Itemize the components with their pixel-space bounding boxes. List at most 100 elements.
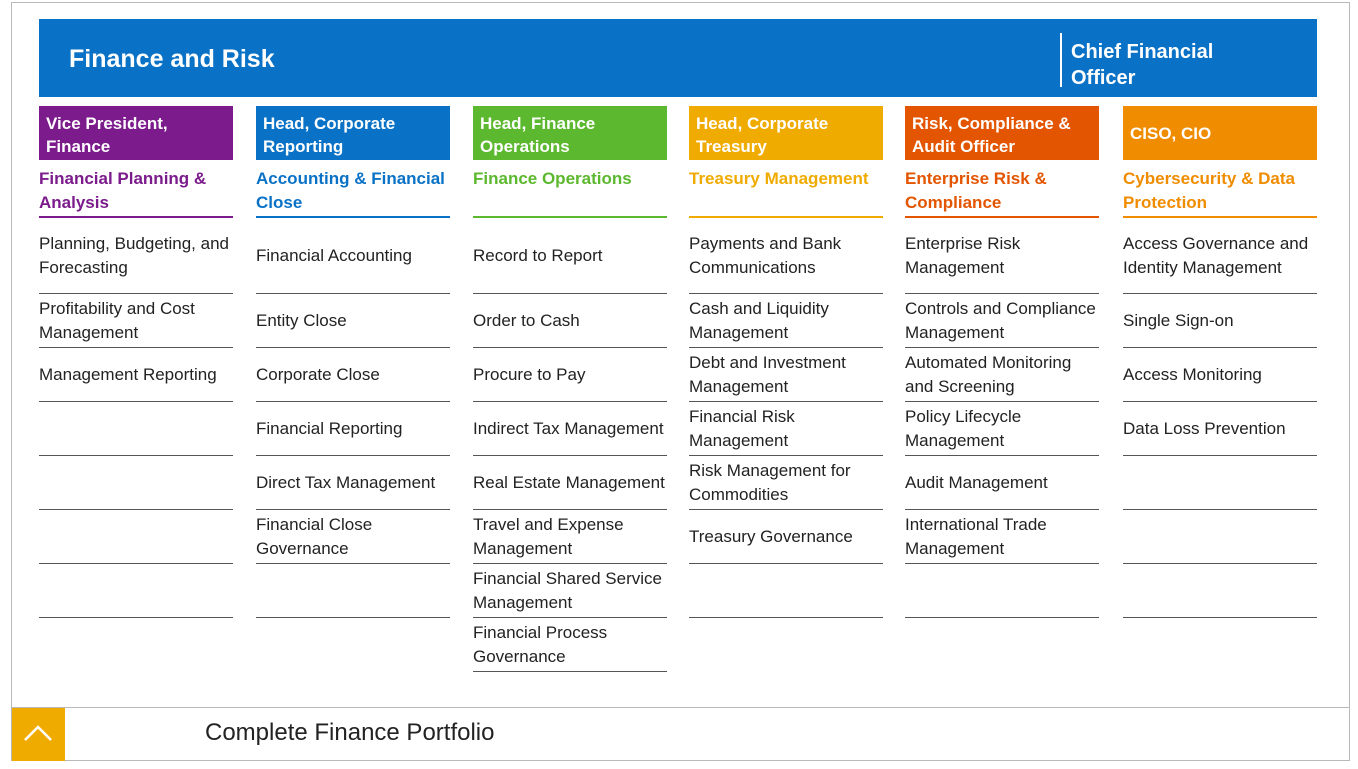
scroll-top-button[interactable] [12,708,65,761]
capability-label: Data Loss Prevention [1123,418,1286,438]
capability-item: International Trade Management [905,510,1099,564]
capability-label: Debt and Investment Management [689,352,846,396]
capability-label: Financial Reporting [256,418,403,438]
capability-item: Travel and Expense Management [473,510,667,564]
capability-item: Profitability and Cost Management [39,294,233,348]
capability-label: Automated Monitoring and Screening [905,352,1072,396]
footer-title: Complete Finance Portfolio [205,719,495,746]
capability-label: Corporate Close [256,364,380,384]
capability-label: Enterprise Risk Management [905,233,1021,277]
capability-label: Risk Management for Commodities [689,460,851,504]
column-role-header: Head, Corporate Treasury [689,106,883,160]
capability-label: Direct Tax Management [256,472,436,492]
capability-item: Controls and Compliance Management [905,294,1099,348]
capability-item: Entity Close [256,294,450,348]
capability-item [39,564,233,618]
column-category-title: Accounting & Financial Close [256,160,450,218]
capability-item: Cash and Liquidity Management [689,294,883,348]
capability-item: Policy Lifecycle Management [905,402,1099,456]
capability-item: Payments and Bank Communications [689,218,883,294]
capability-item: Financial Close Governance [256,510,450,564]
capability-item: Audit Management [905,456,1099,510]
capability-item: Single Sign-on [1123,294,1317,348]
chevron-up-icon [24,725,52,741]
capability-label: Financial Accounting [256,245,412,265]
footer-divider [12,707,1350,708]
capability-label: Audit Management [905,472,1048,492]
capability-item [39,510,233,564]
column-category-title: Financial Planning & Analysis [39,160,233,218]
capability-label: Procure to Pay [473,364,586,384]
column-role-header: Head, Finance Operations [473,106,667,160]
capability-label: Access Governance and Identity Managemen… [1123,233,1309,277]
capability-item: Financial Shared Service Management [473,564,667,618]
capability-label: Profitability and Cost Management [39,298,195,342]
capability-item [1123,510,1317,564]
capability-label: Indirect Tax Management [473,418,664,438]
capability-item: Debt and Investment Management [689,348,883,402]
capability-label: Real Estate Management [473,472,665,492]
capability-label: Financial Close Governance [256,514,373,558]
column-category-title: Enterprise Risk & Compliance [905,160,1099,218]
capability-label: Financial Risk Management [689,406,795,450]
capability-label: Management Reporting [39,364,217,384]
page-title: Finance and Risk [69,45,275,73]
column-3: Head, Finance Operations Finance Operatio… [473,106,667,672]
header-banner: Finance and Risk Chief Financial Officer [39,19,1317,97]
capability-label: Policy Lifecycle Management [905,406,1022,450]
capability-label: Financial Shared Service Management [473,568,662,612]
capability-label: Payments and Bank Communications [689,233,842,277]
column-2: Head, Corporate Reporting Accounting & Fi… [256,106,450,618]
capability-item: Corporate Close [256,348,450,402]
capability-item: Order to Cash [473,294,667,348]
capability-item [39,402,233,456]
capability-item: Automated Monitoring and Screening [905,348,1099,402]
column-role-header: Vice President, Finance [39,106,233,160]
capability-item: Planning, Budgeting, and Forecasting [39,218,233,294]
capability-label: Controls and Compliance Management [905,298,1096,342]
column-category-title: Treasury Management [689,160,883,218]
banner-role-title: Chief Financial Officer [1071,41,1214,89]
column-role-header: CISO, CIO [1123,106,1317,160]
capability-item [1123,456,1317,510]
column-1: Vice President, Finance Financial Plannin… [39,106,233,618]
capability-item [905,564,1099,618]
capability-item: Real Estate Management [473,456,667,510]
capability-item: Data Loss Prevention [1123,402,1317,456]
capability-item: Financial Risk Management [689,402,883,456]
capability-label: Planning, Budgeting, and Forecasting [39,233,229,277]
capability-item: Treasury Governance [689,510,883,564]
capability-item [256,564,450,618]
capability-label: Order to Cash [473,310,580,330]
column-category-title: Finance Operations [473,160,667,218]
capability-label: Access Monitoring [1123,364,1262,384]
capability-label: Financial Process Governance [473,622,608,666]
capability-item [689,564,883,618]
column-role-header: Head, Corporate Reporting [256,106,450,160]
capability-item: Record to Report [473,218,667,294]
capability-item: Financial Accounting [256,218,450,294]
column-6: CISO, CIO Cybersecurity & Data Protection… [1123,106,1317,618]
capability-label: Record to Report [473,245,603,265]
capability-label: International Trade Management [905,514,1047,558]
capability-item: Financial Process Governance [473,618,667,672]
capability-item: Direct Tax Management [256,456,450,510]
capability-label: Single Sign-on [1123,310,1234,330]
capability-item: Access Monitoring [1123,348,1317,402]
capability-label: Treasury Governance [689,526,853,546]
capability-label: Entity Close [256,310,347,330]
capability-item: Access Governance and Identity Managemen… [1123,218,1317,294]
column-role-header: Risk, Compliance & Audit Officer [905,106,1099,160]
capability-label: Cash and Liquidity Management [689,298,829,342]
capability-item [1123,564,1317,618]
banner-divider [1060,33,1062,87]
capability-item [39,456,233,510]
capability-item: Risk Management for Commodities [689,456,883,510]
capability-item: Enterprise Risk Management [905,218,1099,294]
column-4: Head, Corporate Treasury Treasury Managem… [689,106,883,618]
capability-item: Management Reporting [39,348,233,402]
column-5: Risk, Compliance & Audit Officer Enterpri… [905,106,1099,618]
column-category-title: Cybersecurity & Data Protection [1123,160,1317,218]
capability-label: Travel and Expense Management [473,514,624,558]
capability-item: Indirect Tax Management [473,402,667,456]
